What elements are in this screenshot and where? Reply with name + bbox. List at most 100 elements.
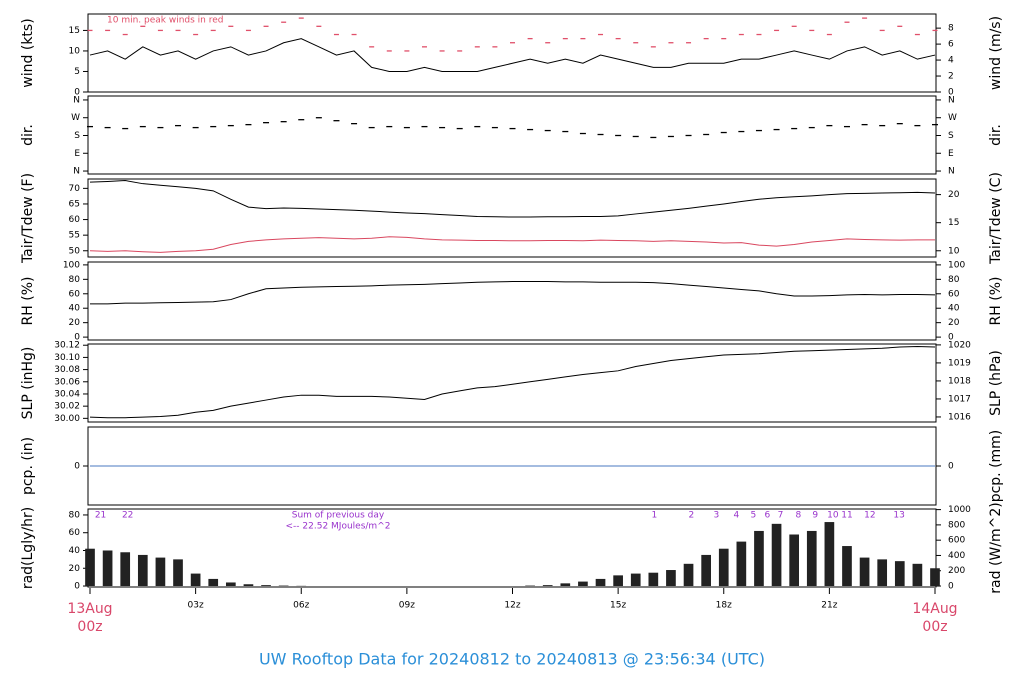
y2-tick-label: E bbox=[948, 149, 954, 159]
y2-tick-label: 1000 bbox=[948, 505, 971, 515]
y2-tick-label: 400 bbox=[948, 551, 965, 561]
y-tick-label: N bbox=[73, 167, 80, 177]
y-tick-label: 80 bbox=[69, 510, 81, 520]
date-label: 14Aug bbox=[912, 601, 957, 617]
data-line bbox=[89, 236, 935, 253]
panel-frame bbox=[87, 343, 937, 423]
y-tick-label: 60 bbox=[69, 528, 81, 538]
panel-frame bbox=[87, 13, 937, 93]
bar bbox=[243, 584, 254, 587]
y-tick-label: 5 bbox=[74, 67, 80, 77]
y2-tick-label: 2 bbox=[948, 72, 954, 82]
y2-tick-label: N bbox=[948, 167, 955, 177]
y2-tick-label: 0 bbox=[948, 462, 954, 472]
hour-label: 8 bbox=[796, 511, 802, 521]
x-tick-label: 06z bbox=[293, 601, 309, 611]
bar bbox=[877, 559, 888, 587]
y2-tick-label: 0 bbox=[948, 582, 954, 592]
y2-tick-label: 40 bbox=[948, 304, 960, 314]
y-tick-label: 15 bbox=[69, 26, 80, 36]
y2-tick-label: 60 bbox=[948, 289, 960, 299]
hour-label: 13 bbox=[893, 511, 904, 521]
y2-tick-label: 8 bbox=[948, 24, 954, 34]
annotation: 10 min. peak winds in red bbox=[107, 16, 224, 26]
annotation: Sum of previous day bbox=[292, 511, 385, 521]
hour-label: 7 bbox=[778, 511, 784, 521]
bar bbox=[824, 522, 835, 587]
hour-label: 12 bbox=[864, 511, 875, 521]
bar bbox=[190, 573, 201, 587]
y2-axis-label: wind (m/s) bbox=[988, 16, 1004, 90]
hour-label: 22 bbox=[122, 511, 133, 521]
bar bbox=[666, 570, 676, 587]
y-tick-label: 0 bbox=[74, 462, 80, 472]
panel-frame bbox=[87, 95, 937, 175]
y-tick-label: 0 bbox=[74, 582, 80, 592]
y-axis-label: rad(Lgly/hr) bbox=[20, 507, 36, 589]
y-tick-label: E bbox=[74, 149, 80, 159]
page-title: UW Rooftop Data for 20240812 to 20240813… bbox=[259, 650, 765, 669]
hour-label: 4 bbox=[734, 511, 740, 521]
bar bbox=[894, 561, 905, 587]
bar bbox=[137, 554, 148, 587]
y2-tick-label: 0 bbox=[948, 333, 954, 343]
bar bbox=[683, 563, 694, 587]
panel-frame bbox=[87, 508, 937, 588]
x-tick-label: 21z bbox=[821, 601, 837, 611]
y-tick-label: 55 bbox=[69, 231, 80, 241]
bar bbox=[930, 568, 940, 587]
bar bbox=[701, 554, 711, 587]
y2-tick-label: 80 bbox=[948, 275, 960, 285]
data-line bbox=[89, 345, 936, 419]
hour-label: 1 bbox=[652, 511, 658, 521]
data-line bbox=[89, 38, 936, 72]
x-tick-label: 00z bbox=[77, 619, 102, 635]
y-tick-label: 50 bbox=[69, 246, 81, 256]
y-tick-label: 0 bbox=[74, 333, 80, 343]
y-tick-label: W bbox=[71, 113, 80, 123]
y2-tick-label: 20 bbox=[948, 190, 960, 200]
y-axis-label: RH (%) bbox=[20, 277, 36, 326]
y2-axis-label: RH (%) bbox=[988, 277, 1004, 326]
hour-label: 6 bbox=[765, 511, 771, 521]
y2-tick-label: 0 bbox=[948, 88, 954, 98]
bar bbox=[208, 578, 219, 587]
y-tick-label: 40 bbox=[69, 546, 81, 556]
x-tick-label: 12z bbox=[504, 601, 520, 611]
y-axis-label: SLP (inHg) bbox=[20, 347, 36, 420]
x-tick-label: 03z bbox=[188, 601, 204, 611]
hour-label: 2 bbox=[688, 511, 694, 521]
hour-label: 21 bbox=[95, 511, 106, 521]
y2-axis-label: pcp. (mm) bbox=[988, 430, 1004, 503]
y-axis-label: dir. bbox=[20, 124, 36, 146]
y2-tick-label: 4 bbox=[948, 56, 954, 66]
y-tick-label: 80 bbox=[69, 275, 81, 285]
y2-tick-label: 1018 bbox=[948, 376, 971, 386]
bar bbox=[806, 530, 817, 587]
y-tick-label: 65 bbox=[69, 199, 80, 209]
bar bbox=[85, 548, 95, 587]
x-tick-label: 15z bbox=[610, 601, 626, 611]
y2-axis-label: rad (W/m^2) bbox=[988, 502, 1004, 593]
y2-tick-label: N bbox=[948, 95, 955, 105]
bar bbox=[225, 582, 236, 587]
y-tick-label: 30.04 bbox=[54, 389, 80, 399]
bar bbox=[595, 578, 606, 587]
bar bbox=[771, 523, 782, 587]
y2-tick-label: 20 bbox=[948, 318, 960, 328]
y-tick-label: N bbox=[73, 95, 80, 105]
bar bbox=[736, 541, 747, 587]
panel-frame bbox=[87, 178, 937, 258]
y2-tick-label: 800 bbox=[948, 520, 965, 530]
y-axis-label: wind (kts) bbox=[20, 18, 36, 87]
y-tick-label: 0 bbox=[74, 88, 80, 98]
bar bbox=[718, 548, 729, 587]
y-tick-label: 30.02 bbox=[54, 402, 80, 412]
bar bbox=[542, 585, 553, 587]
y2-axis-label: SLP (hPa) bbox=[988, 350, 1004, 416]
y2-tick-label: 6 bbox=[948, 40, 954, 50]
y-tick-label: 30.06 bbox=[54, 377, 80, 387]
y2-axis-label: dir. bbox=[988, 124, 1004, 146]
bar bbox=[578, 581, 588, 587]
hour-label: 10 bbox=[827, 511, 839, 521]
